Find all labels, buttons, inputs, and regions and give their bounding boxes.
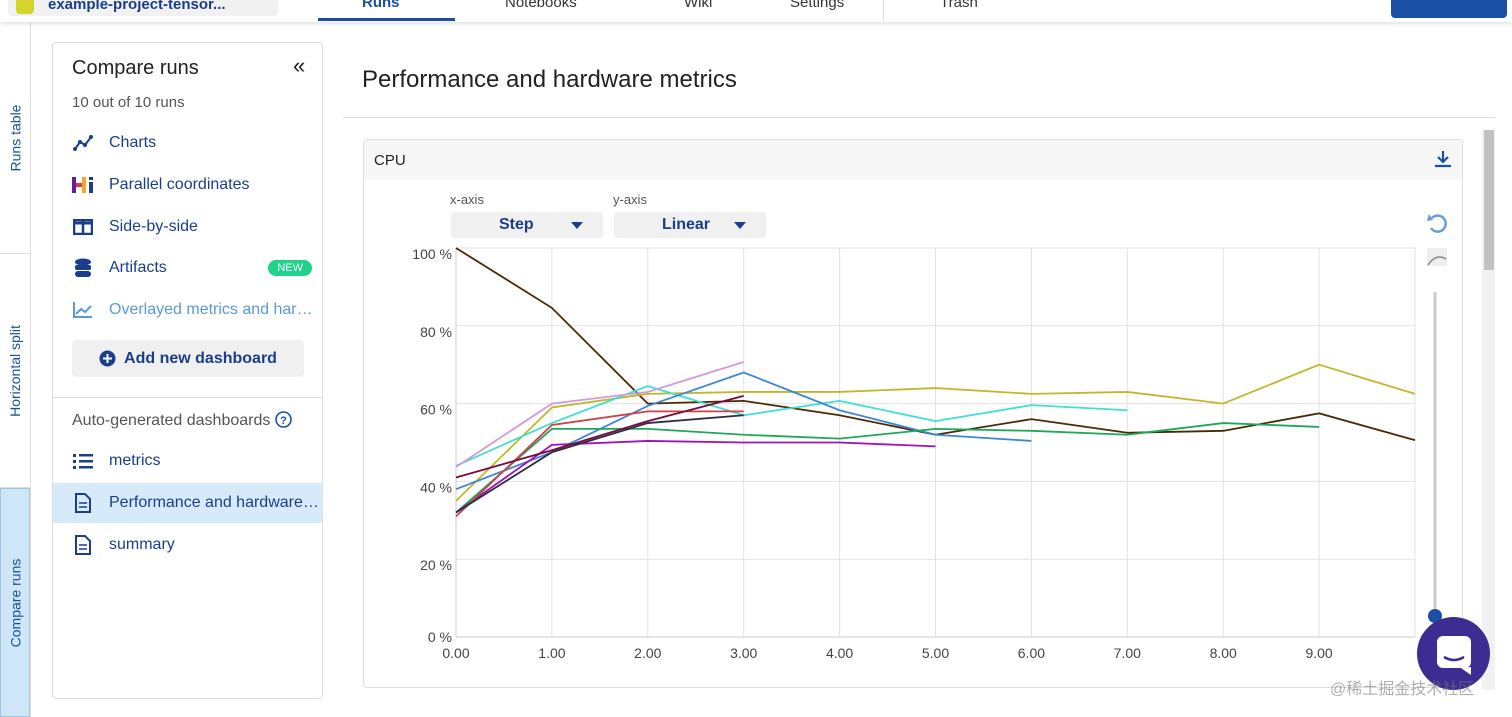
card-header: CPU	[364, 140, 1462, 180]
scrollbar-thumb[interactable]	[1484, 130, 1494, 270]
page-title: Performance and hardware metrics	[362, 66, 737, 93]
x-tick-label: 6.00	[1018, 645, 1045, 661]
help-icon[interactable]: ?	[275, 411, 292, 428]
chat-icon	[1437, 636, 1471, 675]
tab-settings[interactable]: Settings	[790, 0, 845, 11]
auto-dashboards-label: Auto-generated dashboards ?	[72, 411, 292, 430]
area-chart-icon	[72, 300, 94, 320]
y-axis-label: y-axis	[613, 192, 647, 207]
tab-notebooks[interactable]: Notebooks	[505, 0, 577, 11]
caret-down-icon	[734, 222, 746, 229]
x-axis-select[interactable]: Step	[451, 212, 603, 238]
x-tick-label: 8.00	[1210, 645, 1237, 661]
cpu-chart-card: CPU x-axis y-axis Step Linear	[363, 139, 1463, 688]
y-tick-label: 100 %	[412, 246, 452, 262]
compare-sidebar: Compare runs « 10 out of 10 runs Charts …	[52, 42, 323, 699]
database-icon	[72, 258, 94, 278]
divider	[53, 397, 322, 398]
line-chart-icon	[72, 133, 94, 153]
project-icon	[16, 0, 34, 14]
series-line-5[interactable]	[455, 422, 1320, 514]
active-tab-indicator	[318, 18, 455, 21]
nav-label: Artifacts	[109, 259, 167, 276]
x-axis-label: x-axis	[450, 192, 484, 207]
nav-label: summary	[109, 536, 175, 553]
nav-label: Side-by-side	[109, 218, 198, 235]
chart-title: CPU	[374, 152, 406, 169]
tab-runs[interactable]: Runs	[362, 0, 400, 11]
x-tick-label: 5.00	[922, 645, 949, 661]
document-icon	[72, 535, 94, 555]
add-new-dashboard-button[interactable]: Add new dashboard	[72, 340, 304, 377]
list-icon	[72, 451, 94, 471]
divider	[883, 0, 884, 22]
x-tick-label: 2.00	[634, 645, 661, 661]
nav-label: Performance and hardware…	[109, 494, 319, 511]
download-icon[interactable]	[1434, 150, 1452, 168]
reset-zoom-icon[interactable]	[1427, 214, 1447, 233]
y-tick-label: 60 %	[420, 402, 452, 418]
y-tick-label: 0 %	[428, 629, 452, 645]
nav-label: metrics	[109, 452, 161, 469]
x-tick-label: 9.00	[1305, 645, 1332, 661]
series-line-8[interactable]	[455, 410, 744, 518]
tab-trash[interactable]: Trash	[940, 0, 978, 11]
hiplot-icon	[72, 175, 94, 195]
collapse-icon[interactable]: «	[293, 53, 306, 78]
watermark: @稀土掘金技术社区	[1330, 681, 1475, 698]
sidebar-item-parallel-coordinates[interactable]: Parallel coordinates	[53, 165, 322, 205]
series-line-10[interactable]	[455, 414, 744, 514]
chat-button[interactable]	[1417, 617, 1490, 690]
series-line-9[interactable]	[455, 394, 744, 479]
smoothing-curve-icon	[1427, 256, 1447, 266]
dashboard-item-metrics[interactable]: metrics	[53, 441, 322, 481]
plus-circle-icon	[99, 350, 116, 367]
project-name: example-project-tensor...	[48, 0, 226, 13]
runs-count: 10 out of 10 runs	[72, 94, 185, 111]
y-tick-label: 20 %	[420, 557, 452, 573]
caret-down-icon	[571, 222, 583, 229]
svg-text:?: ?	[280, 415, 287, 427]
dashboard-item-performance[interactable]: Performance and hardware…	[53, 483, 322, 523]
vtab-runs-table[interactable]: Runs table	[0, 22, 30, 254]
primary-button[interactable]	[1391, 0, 1507, 18]
sidebar-item-overlayed-metrics[interactable]: Overlayed metrics and har…	[53, 290, 322, 330]
top-nav: example-project-tensor... Runs Notebooks…	[0, 0, 1512, 22]
auto-label-text: Auto-generated dashboards	[72, 412, 271, 429]
y-axis-select[interactable]: Linear	[614, 212, 766, 238]
series-line-3[interactable]	[455, 385, 1128, 467]
y-tick-label: 40 %	[420, 479, 452, 495]
y-axis-value: Linear	[662, 216, 711, 233]
x-tick-label: 3.00	[730, 645, 757, 661]
add-button-label: Add new dashboard	[124, 349, 277, 367]
divider	[343, 117, 1495, 118]
view-tabs: Runs table Horizontal split Compare runs	[0, 22, 31, 717]
series-line-7[interactable]	[455, 361, 744, 468]
x-tick-label: 4.00	[826, 645, 853, 661]
sidebar-item-charts[interactable]: Charts	[53, 123, 322, 163]
x-tick-label: 1.00	[538, 645, 565, 661]
dashboard-item-summary[interactable]: summary	[53, 525, 322, 565]
sidebar-item-artifacts[interactable]: Artifacts NEW	[53, 248, 322, 288]
page-scrollbar[interactable]	[1482, 130, 1495, 690]
vtab-horizontal-split[interactable]: Horizontal split	[0, 254, 30, 488]
y-tick-label: 80 %	[420, 324, 452, 340]
sidebar-title: Compare runs	[72, 57, 199, 79]
tab-wiki[interactable]: Wiki	[684, 0, 713, 11]
new-badge: NEW	[268, 260, 312, 276]
x-tick-label: 0.00	[442, 645, 469, 661]
x-tick-label: 7.00	[1114, 645, 1141, 661]
project-selector[interactable]: example-project-tensor...	[8, 0, 278, 16]
nav-label: Parallel coordinates	[109, 176, 250, 193]
columns-icon	[72, 217, 94, 237]
sidebar-item-side-by-side[interactable]: Side-by-side	[53, 207, 322, 247]
document-icon	[72, 493, 94, 513]
nav-label: Overlayed metrics and har…	[109, 301, 313, 318]
nav-label: Charts	[109, 134, 157, 151]
x-axis-value: Step	[499, 216, 534, 233]
series-line-6[interactable]	[455, 440, 936, 514]
vtab-compare-runs[interactable]: Compare runs	[0, 488, 30, 717]
